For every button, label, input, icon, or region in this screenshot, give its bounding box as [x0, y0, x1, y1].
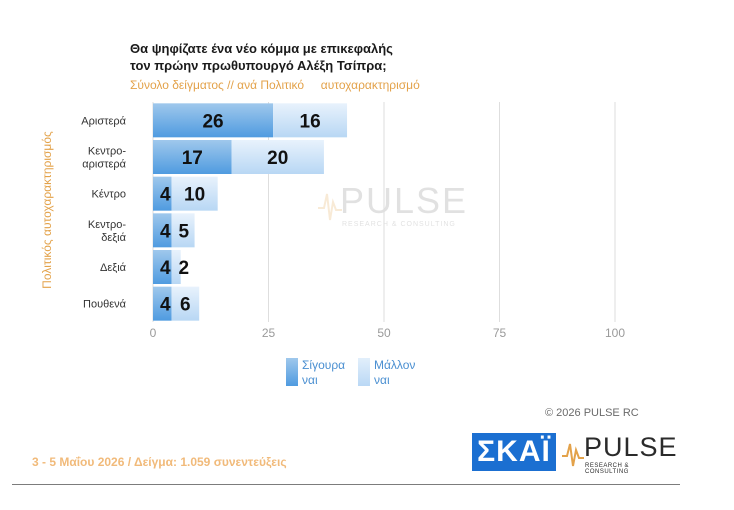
chart-title: Θα ψηφίζατε ένα νέο κόμμα με επικεφαλής …: [130, 40, 393, 74]
copyright-text: © 2026 PULSE RC: [545, 407, 639, 419]
x-tick-label: 0: [150, 326, 157, 340]
bar-segment: [231, 140, 324, 174]
category-label: Κεντρο-: [88, 146, 126, 158]
data-label: 17: [182, 148, 203, 169]
bar-segment: [171, 286, 200, 321]
pulse-logo-sub: RESEARCH & CONSULTING: [585, 463, 630, 475]
skai-logo: ΣΚΑΪ: [472, 433, 556, 471]
data-label: 20: [267, 148, 288, 169]
x-tick-label: 25: [262, 326, 276, 340]
bar-segment: [153, 213, 172, 248]
legend-label-maybe-2: ναι: [374, 373, 390, 387]
watermark-word: PULSE: [340, 180, 469, 221]
category-label: Κεντρο-: [88, 219, 126, 231]
pulse-logo: PULSE RESEARCH & CONSULTING: [562, 432, 677, 475]
pulse-wave-icon: [562, 443, 584, 467]
pulse-logo-word: PULSE: [584, 432, 678, 462]
x-tick-label: 50: [377, 326, 391, 340]
data-label: 4: [160, 258, 171, 279]
bar-segment: [153, 286, 172, 321]
data-label: 6: [180, 295, 191, 316]
bar-segment: [153, 176, 172, 211]
category-label: αριστερά: [82, 159, 126, 171]
bar-segment: [171, 213, 195, 248]
legend-item-sure: Σίγουρα ναι: [286, 358, 345, 388]
chart-title-line1: Θα ψηφίζατε ένα νέο κόμμα με επικεφαλής: [130, 41, 393, 56]
chart-subtitle: Σύνολο δείγματος // ανά Πολιτικό αυτοχαρ…: [130, 78, 420, 92]
bar-segment: [273, 103, 348, 138]
bar-segment: [153, 140, 232, 174]
x-tick-label: 75: [493, 326, 507, 340]
bar-segment: [153, 250, 172, 284]
bar-segment: [171, 176, 218, 211]
watermark-sub: RESEARCH & CONSULTING: [342, 221, 456, 228]
data-label: 4: [160, 221, 171, 242]
legend-label-sure-1: Σίγουρα: [302, 358, 346, 372]
footer-divider: [12, 484, 680, 485]
chart-title-line2: τον πρώην πρωθυπουργό Αλέξη Τσίπρα;: [130, 58, 387, 73]
x-tick-label: 100: [605, 326, 625, 340]
data-label: 26: [202, 111, 223, 132]
fieldwork-info: 3 - 5 Μαΐου 2026 / Δείγμα: 1.059 συνεντε…: [32, 455, 287, 469]
category-label: Δεξιά: [100, 262, 127, 274]
legend-item-maybe: Μάλλον ναι: [358, 358, 415, 388]
data-label: 2: [178, 258, 189, 279]
legend-label-maybe-1: Μάλλον: [374, 358, 416, 372]
category-label: Αριστερά: [81, 115, 126, 127]
category-label: Κέντρο: [92, 189, 126, 201]
bar-segment: [171, 250, 181, 284]
data-label: 5: [178, 221, 189, 242]
category-label: Πουθενά: [83, 299, 127, 311]
legend-swatch-maybe: [358, 358, 370, 386]
legend-swatch-sure: [286, 358, 298, 386]
category-label: δεξιά: [101, 232, 126, 244]
legend-label-sure-2: ναι: [302, 373, 318, 387]
data-label: 16: [300, 111, 321, 132]
bar-segment: [153, 103, 274, 138]
data-label: 10: [184, 185, 205, 206]
data-label: 4: [160, 295, 171, 316]
data-label: 4: [160, 185, 171, 206]
